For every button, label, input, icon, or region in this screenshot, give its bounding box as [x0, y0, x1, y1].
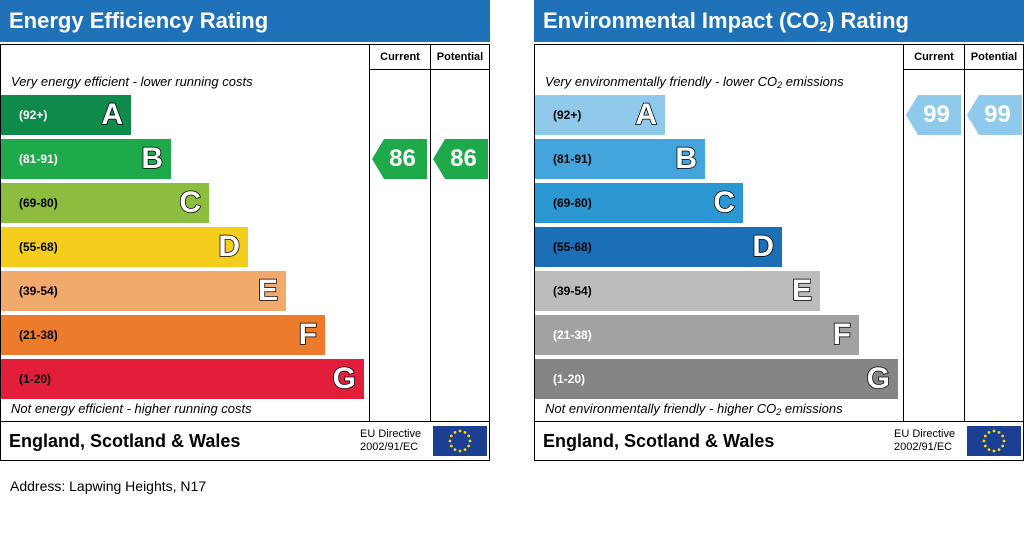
text-part: emissions: [781, 401, 843, 416]
band-letter: B: [141, 141, 164, 176]
rating-band-f: (21-38) F: [1, 315, 325, 355]
band-range: (39-54): [553, 284, 592, 298]
band-range: (39-54): [19, 284, 58, 298]
rating-band-e: (39-54) E: [535, 271, 820, 311]
potential-column-divider: [430, 45, 431, 421]
eu-directive-text: EU Directive 2002/91/EC: [360, 428, 421, 454]
rating-band-c: (69-80) C: [535, 183, 743, 223]
band-letter: C: [713, 185, 736, 220]
top-description: Very environmentally friendly - lower CO…: [545, 74, 844, 90]
text-part: Environmental Impact (CO: [543, 8, 820, 33]
rating-band-e: (39-54) E: [1, 271, 286, 311]
rating-band-c: (69-80) C: [1, 183, 209, 223]
current-column-header: Current: [380, 51, 420, 63]
eu-directive-text: EU Directive 2002/91/EC: [894, 428, 955, 454]
band-range: (21-38): [19, 328, 58, 342]
panel-title: Energy Efficiency Rating: [0, 0, 490, 42]
band-letter: A: [101, 97, 124, 132]
band-letter: D: [752, 229, 775, 264]
current-column-divider: [903, 45, 904, 421]
band-letter: A: [635, 97, 658, 132]
rating-band-a: (92+) A: [535, 95, 665, 135]
band-range: (81-91): [553, 152, 592, 166]
subscript-2: 2: [777, 80, 783, 90]
text-part: Very environmentally friendly - lower CO: [545, 74, 778, 89]
band-range: (1-20): [19, 372, 52, 386]
band-letter: F: [298, 317, 318, 352]
band-range: (1-20): [553, 372, 586, 386]
text-part: Very energy efficient - lower running co…: [11, 74, 253, 89]
rating-band-d: (55-68) D: [1, 227, 248, 267]
rating-band-g: (1-20) G: [535, 359, 898, 399]
text-part: Energy Efficiency Rating: [9, 8, 269, 33]
potential-score-value: 86: [450, 145, 477, 172]
band-range: (55-68): [19, 240, 58, 254]
text-part: Not energy efficient - higher running co…: [11, 401, 252, 416]
band-letter: B: [675, 141, 698, 176]
text-part: Not environmentally friendly - higher CO: [545, 401, 777, 416]
rating-band-b: (81-91) B: [535, 139, 705, 179]
footer-region-label: England, Scotland & Wales: [543, 431, 775, 451]
bottom-description: Not energy efficient - higher running co…: [11, 401, 252, 417]
band-letter: D: [218, 229, 241, 264]
band-letter: G: [332, 361, 357, 396]
current-score-arrow: 86: [372, 139, 427, 179]
rating-band-a: (92+) A: [1, 95, 131, 135]
top-description: Very energy efficient - lower running co…: [11, 74, 253, 90]
rating-band-g: (1-20) G: [1, 359, 364, 399]
band-range: (92+): [19, 108, 48, 122]
subscript-2: 2: [776, 407, 782, 417]
band-range: (55-68): [553, 240, 592, 254]
energy-efficiency-panel: Energy Efficiency Rating Current Potential…: [0, 0, 490, 461]
eu-directive-line1: EU Directive: [894, 428, 956, 440]
band-range: (69-80): [19, 196, 58, 210]
text-part: ) Rating: [827, 8, 909, 33]
rating-frame: Current Potential Very environmentally fri…: [534, 44, 1024, 461]
band-letter: F: [832, 317, 852, 352]
footer-divider: [535, 421, 1023, 422]
subscript-2: 2: [819, 18, 828, 34]
potential-score-value: 99: [984, 101, 1011, 128]
eu-directive-line2: 2002/91/EC: [894, 441, 953, 453]
band-letter: G: [866, 361, 891, 396]
header-divider: [903, 69, 1023, 70]
eu-directive-line2: 2002/91/EC: [360, 441, 419, 453]
rating-band-b: (81-91) B: [1, 139, 171, 179]
footer-region-label: England, Scotland & Wales: [9, 431, 241, 451]
band-letter: E: [257, 273, 279, 308]
rating-frame: Current Potential Very energy efficient - …: [0, 44, 490, 461]
current-score-value: 86: [389, 145, 416, 172]
potential-column-header: Potential: [970, 51, 1018, 63]
eu-flag-icon: [967, 426, 1021, 456]
environmental-impact-panel: Environmental Impact (CO2) Rating Current…: [534, 0, 1024, 461]
band-range: (69-80): [553, 196, 592, 210]
potential-column-header: Potential: [436, 51, 484, 63]
current-score-value: 99: [923, 101, 950, 128]
potential-score-arrow: 86: [433, 139, 488, 179]
bottom-description: Not environmentally friendly - higher CO…: [545, 401, 843, 417]
band-letter: C: [179, 185, 202, 220]
potential-score-arrow: 99: [967, 95, 1022, 135]
rating-band-f: (21-38) F: [535, 315, 859, 355]
rating-band-d: (55-68) D: [535, 227, 782, 267]
band-range: (21-38): [553, 328, 592, 342]
current-score-arrow: 99: [906, 95, 961, 135]
address-text: Address: Lapwing Heights, N17: [10, 478, 207, 494]
current-column-header: Current: [914, 51, 954, 63]
panel-title: Environmental Impact (CO2) Rating: [534, 0, 1024, 42]
band-range: (92+): [553, 108, 582, 122]
band-letter: E: [791, 273, 813, 308]
text-part: emissions: [782, 74, 844, 89]
band-range: (81-91): [19, 152, 58, 166]
eu-directive-line1: EU Directive: [360, 428, 422, 440]
potential-column-divider: [964, 45, 965, 421]
footer-divider: [1, 421, 489, 422]
current-column-divider: [369, 45, 370, 421]
header-divider: [369, 69, 489, 70]
eu-flag-icon: [433, 426, 487, 456]
